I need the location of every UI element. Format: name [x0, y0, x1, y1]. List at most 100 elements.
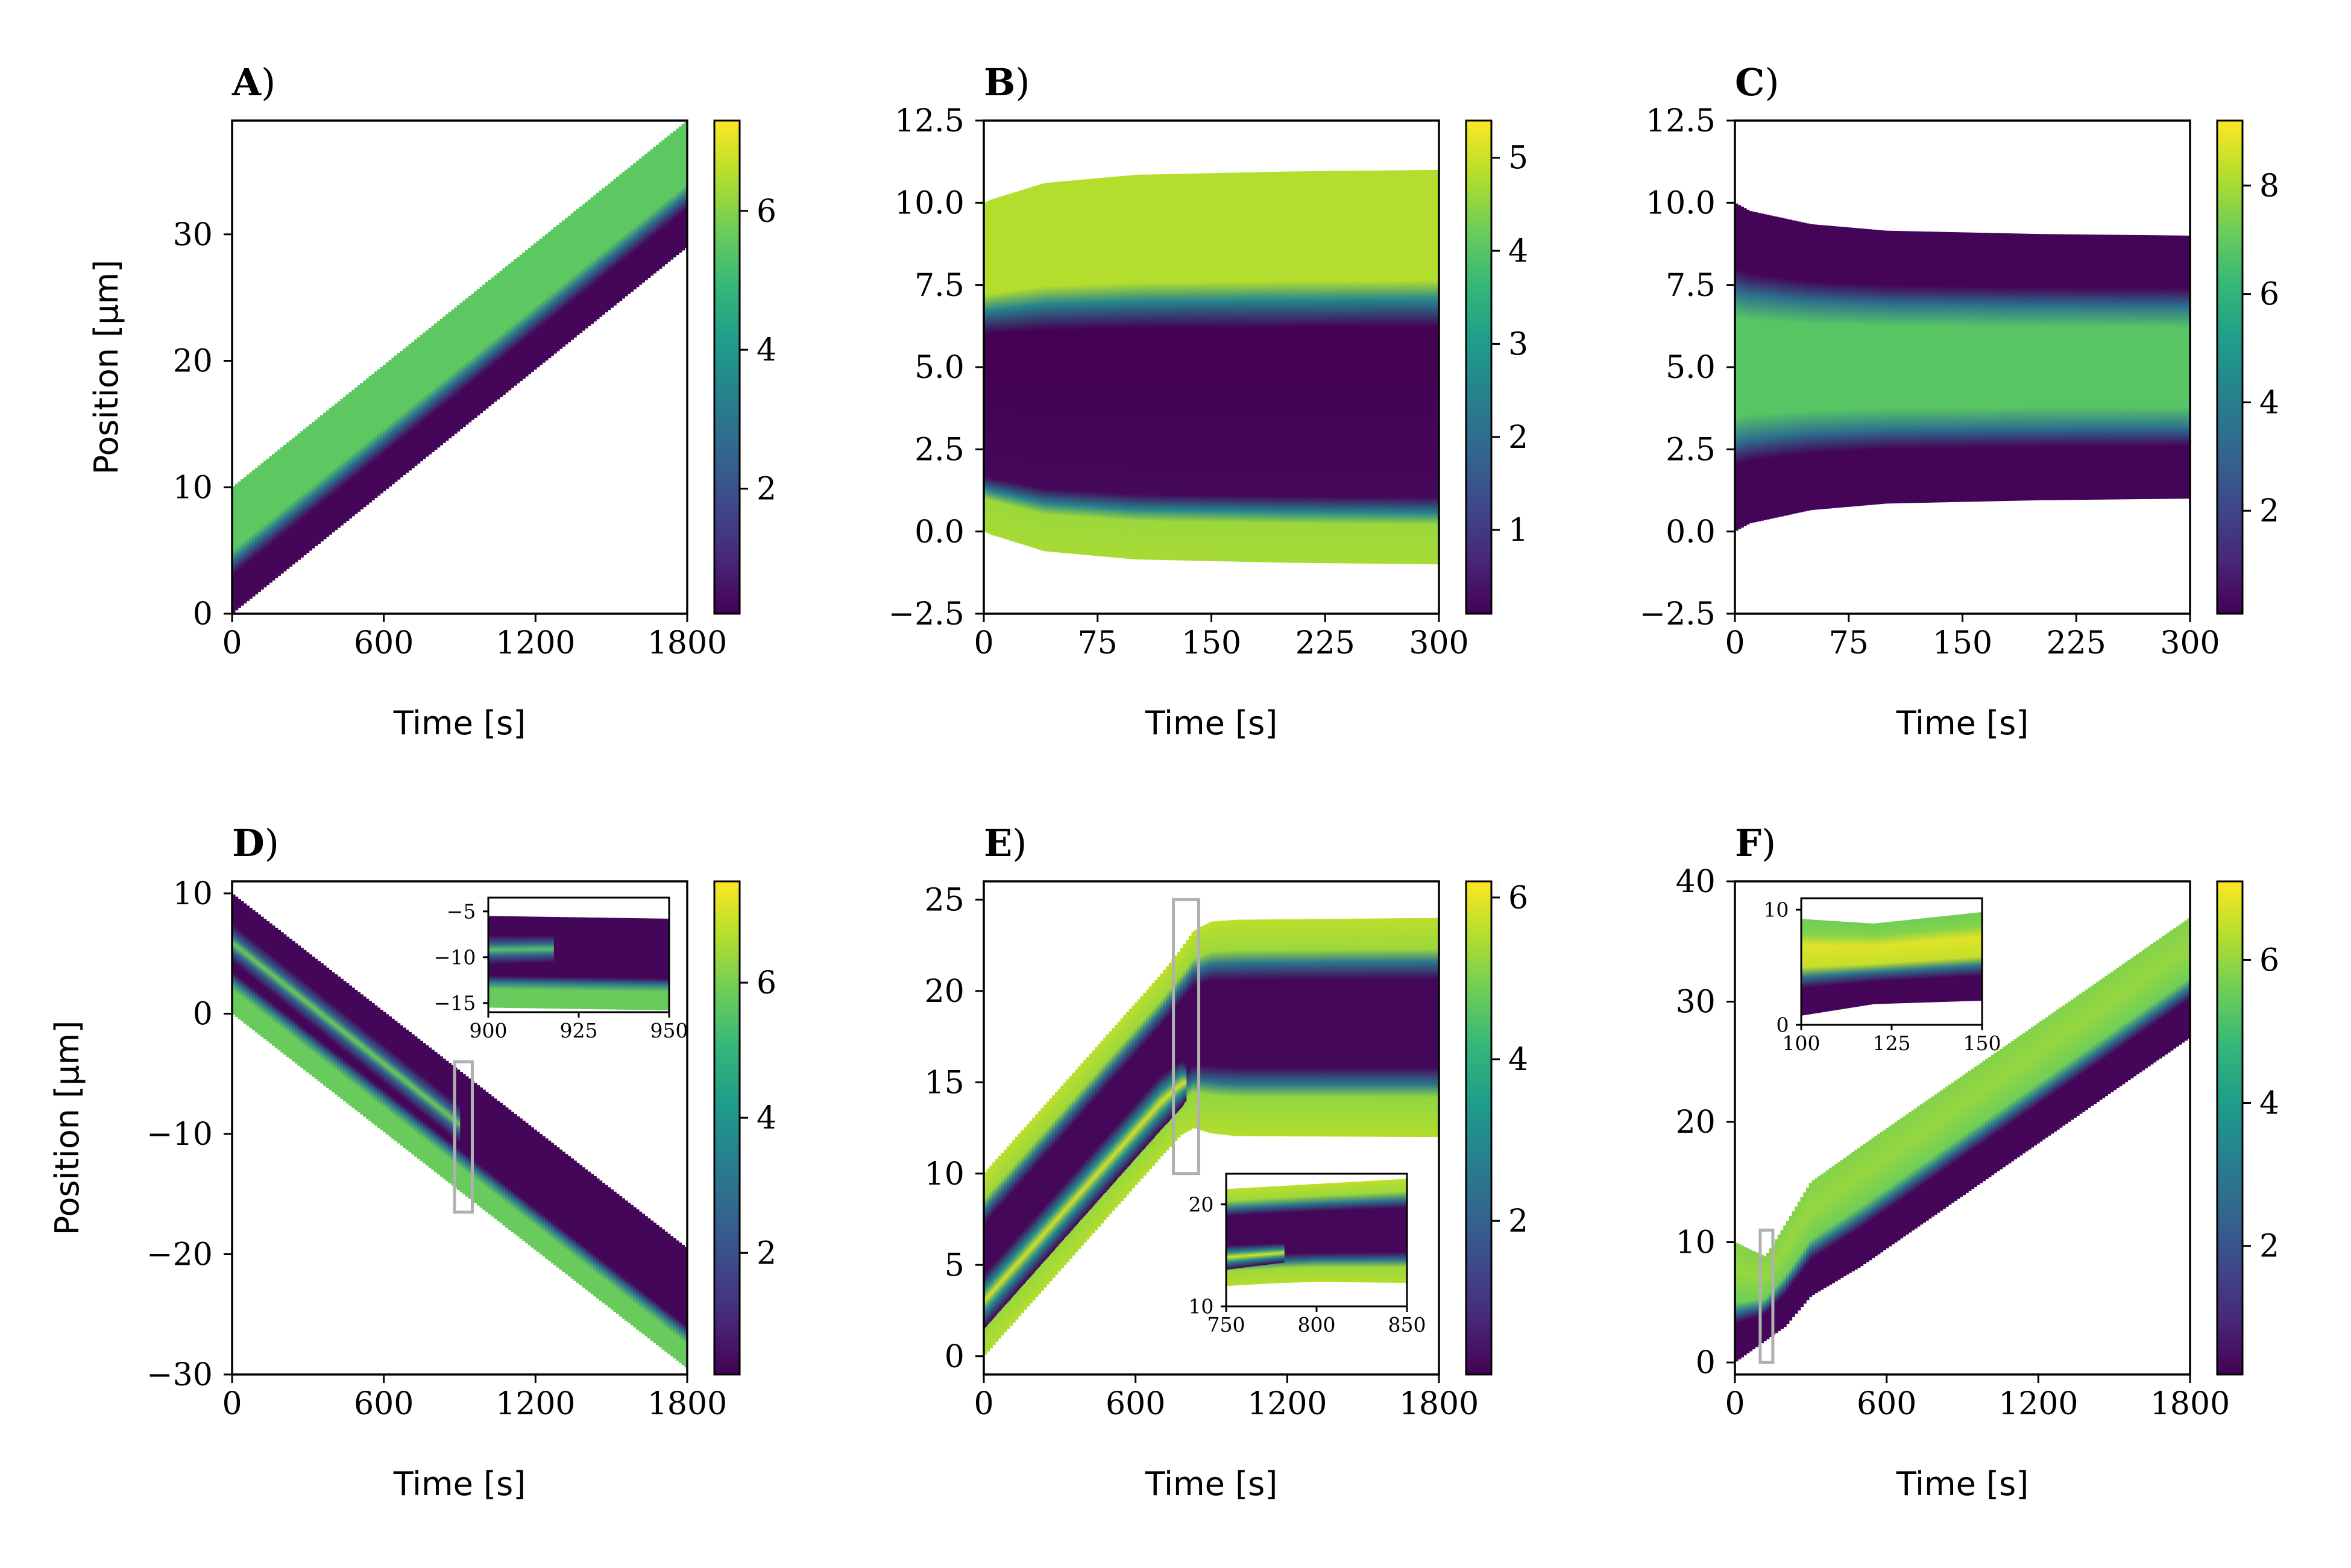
band-0-slice: [619, 918, 622, 1010]
x-tick-label: 0: [974, 625, 993, 661]
band-1-slice: [307, 984, 310, 1023]
band-1-slice: [260, 946, 263, 986]
band-0-slice: [1933, 917, 1936, 1003]
band-1-slice: [314, 989, 317, 1028]
band-0-slice: [1288, 171, 1292, 563]
band-0-slice: [1847, 922, 1849, 1009]
band-0-slice: [1991, 233, 1995, 502]
band-0-slice: [643, 918, 645, 1010]
band-0-slice: [2056, 1009, 2060, 1130]
band-1-slice: [1015, 1238, 1018, 1293]
band-0-slice: [2002, 1047, 2006, 1168]
band-0-slice: [573, 211, 577, 338]
band-0-slice: [519, 254, 523, 382]
band-0-slice: [1977, 1065, 1980, 1185]
band-0-slice: [527, 247, 532, 374]
band-0-slice: [1795, 1206, 1798, 1314]
band-0-slice: [2144, 948, 2148, 1069]
band-0-slice: [1257, 172, 1260, 562]
band-0-slice: [576, 917, 578, 1009]
band-1-slice: [1018, 1235, 1020, 1290]
band-0-slice: [2173, 235, 2177, 499]
band-0-slice: [1355, 1182, 1357, 1283]
band-1-slice: [297, 976, 300, 1015]
band-0-slice: [575, 917, 578, 1009]
band-0-slice: [1912, 919, 1914, 1003]
band-1-slice: [1158, 1077, 1160, 1132]
inset-y-tick-label: 0: [1776, 1013, 1789, 1037]
panel-title: F): [1735, 821, 1776, 865]
band-1-slice: [1144, 1092, 1147, 1148]
band-1-slice: [368, 1033, 371, 1072]
band-0-slice: [1810, 919, 1812, 1015]
band-1-slice: [1030, 1220, 1033, 1276]
band-0-slice: [1987, 1057, 1992, 1177]
band-1-slice: [324, 998, 327, 1037]
band-0-slice: [1954, 232, 1957, 502]
band-0-slice: [1291, 171, 1295, 563]
band-0-slice: [1928, 918, 1931, 1003]
band-0-slice: [1330, 1183, 1332, 1282]
colorbar-tick-label: 8: [2259, 168, 2279, 204]
band-0-slice: [1972, 913, 1974, 1001]
band-0-slice: [1925, 1100, 1929, 1221]
axes-frame: [983, 119, 1440, 615]
band-1-slice: [1051, 1198, 1053, 1253]
band-0-slice: [661, 1229, 666, 1350]
band-0-slice: [576, 209, 580, 336]
band-0-slice: [414, 339, 418, 466]
x-tick-label: 0: [974, 1386, 993, 1422]
band-0-slice: [1424, 170, 1428, 564]
x-tick-label: 150: [1182, 625, 1241, 661]
band-0-slice: [582, 917, 584, 1009]
band-0-slice: [1840, 1160, 1844, 1278]
x-tick-label: 1800: [647, 625, 727, 661]
band-1-slice: [283, 965, 286, 1004]
band-0-slice: [1080, 180, 1084, 555]
band-0-slice: [1780, 218, 1784, 517]
band-0-slice: [1390, 170, 1394, 564]
band-0-slice: [1274, 1186, 1277, 1283]
band-0-slice: [1148, 174, 1153, 560]
band-0-slice: [647, 151, 651, 279]
band-0-slice: [494, 1098, 497, 1219]
band-1-slice: [1105, 1136, 1107, 1192]
colorbar-frame: [2216, 119, 2244, 615]
band-0-slice: [1236, 919, 1241, 1136]
band-0-slice: [601, 918, 603, 1010]
band-0-slice: [1743, 1247, 1747, 1356]
band-0-slice: [597, 918, 599, 1010]
band-1-slice: [1126, 1112, 1128, 1168]
band-0-slice: [1814, 919, 1817, 1013]
band-0-slice: [2076, 234, 2080, 500]
band-1-slice: [1038, 1212, 1040, 1267]
band-0-slice: [1236, 1188, 1238, 1286]
band-0-slice: [1376, 1180, 1379, 1283]
y-tick-label: 0: [1696, 1345, 1716, 1381]
band-0-slice: [1388, 170, 1391, 564]
band-0-slice: [1906, 920, 1909, 1003]
band-0-slice: [502, 1105, 506, 1226]
band-0-slice: [1911, 1110, 1915, 1231]
band-0-slice: [1997, 1051, 2000, 1171]
band-0-slice: [1921, 918, 1923, 1003]
band-0-slice: [1092, 1050, 1095, 1233]
band-0-slice: [1018, 1133, 1022, 1317]
band-0-slice: [1302, 919, 1306, 1137]
band-0-slice: [1817, 224, 1821, 510]
band-1-slice: [408, 1065, 411, 1104]
band-0-slice: [1054, 1092, 1059, 1275]
band-0-slice: [1914, 231, 1918, 503]
colorbar-tick-label: 6: [2259, 942, 2279, 978]
band-0-slice: [471, 294, 474, 420]
band-0-slice: [1932, 917, 1934, 1003]
band-0-slice: [1348, 171, 1352, 564]
band-0-slice: [623, 918, 625, 1010]
band-0-slice: [1890, 921, 1892, 1004]
band-0-slice: [2144, 235, 2148, 499]
band-0-slice: [411, 341, 415, 468]
colorbar-tick-label: 4: [1508, 233, 1528, 269]
band-0-slice: [1015, 1136, 1019, 1320]
band-1-slice: [1078, 1167, 1081, 1222]
band-0-slice: [1408, 918, 1411, 1137]
